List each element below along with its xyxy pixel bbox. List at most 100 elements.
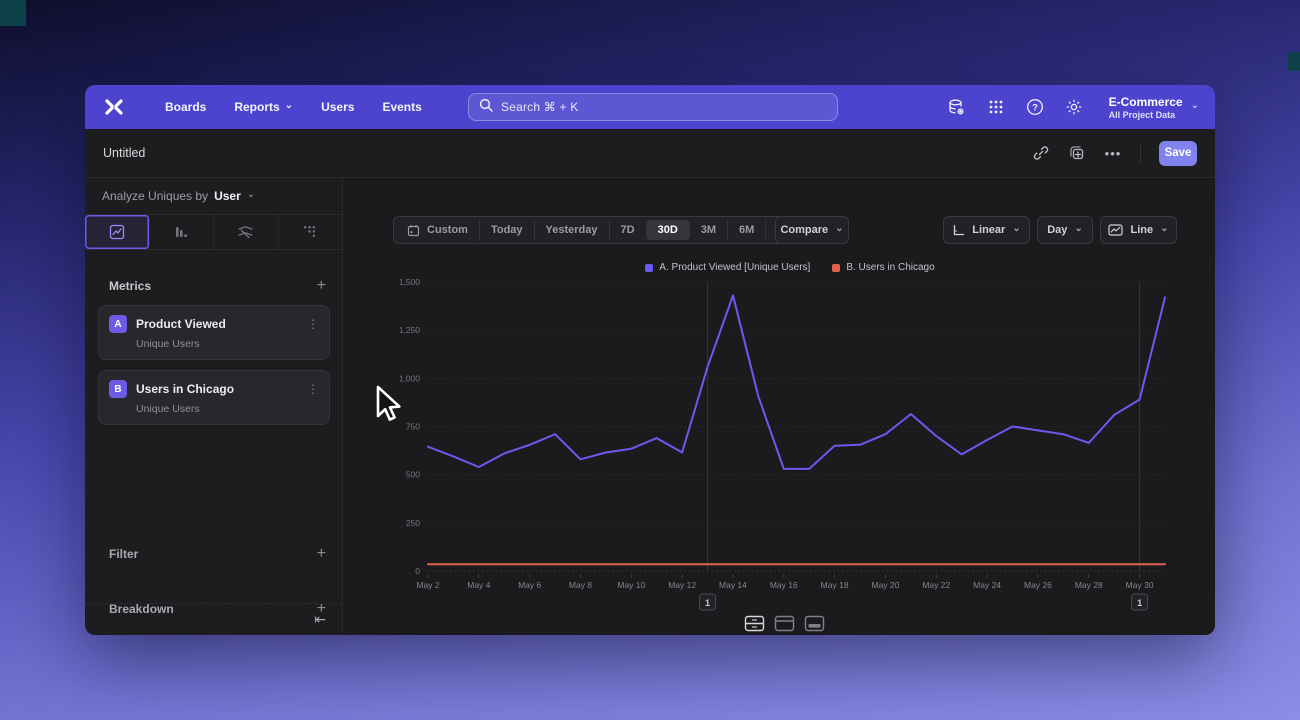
divider (1140, 143, 1141, 163)
analyze-value[interactable]: User (214, 189, 241, 203)
x-axis-tick-label: May 20 (872, 580, 900, 590)
metric-badge: A (109, 315, 127, 333)
sidebar-footer: ⇤ (85, 603, 342, 635)
chevron-down-icon: ⌄ (246, 189, 256, 200)
collapse-sidebar-icon[interactable]: ⇤ (314, 611, 326, 627)
annotation-badge[interactable]: 1 (1131, 593, 1149, 611)
chart-toolbar: CustomTodayYesterday7D30D3M6M12M Compare… (343, 216, 1215, 244)
line-chart-icon (1108, 224, 1124, 236)
date-range-control: CustomTodayYesterday7D30D3M6M12M (393, 216, 813, 244)
svg-text:1: 1 (1137, 598, 1143, 609)
x-axis-tick-label: May 28 (1075, 580, 1103, 590)
x-axis-tick-label: May 30 (1126, 580, 1154, 590)
y-axis-tick-label: 1,500 (400, 277, 420, 287)
analyze-prefix: Analyze Uniques by (102, 189, 209, 203)
top-nav: Boards Reports ⌄ Users Events Search ⌘ + K ? (85, 85, 1215, 129)
chevron-down-icon: ⌄ (1190, 100, 1199, 111)
filter-section-header: Filter + (109, 545, 326, 562)
nav-item-reports[interactable]: Reports ⌄ (234, 100, 294, 114)
nav-item-events[interactable]: Events (382, 100, 422, 114)
x-axis-tick-label: May 8 (569, 580, 592, 590)
metric-card-b[interactable]: B Users in Chicago ⋮ Unique Users (98, 370, 330, 425)
metric-badge: B (109, 380, 127, 398)
project-selector[interactable]: E-Commerce All Project Data ⌄ (1109, 95, 1199, 120)
range-30d[interactable]: 30D (646, 220, 690, 240)
range-6m[interactable]: 6M (728, 220, 767, 240)
y-axis-tick-label: 0 (415, 566, 420, 576)
legend-swatch (645, 263, 654, 272)
x-axis-tick-label: May 24 (973, 580, 1001, 590)
metric-subtitle: Unique Users (136, 338, 200, 350)
tab-flows[interactable] (214, 215, 279, 249)
x-axis-tick-label: May 14 (719, 580, 747, 590)
range-custom[interactable]: Custom (396, 219, 480, 241)
chart-type-select[interactable]: Line ⌄ (1100, 216, 1177, 244)
x-axis-tick-label: May 12 (668, 580, 696, 590)
layout-table-view-button[interactable] (804, 615, 825, 635)
series-line[interactable] (427, 294, 1166, 470)
metric-name: Users in Chicago (136, 382, 235, 396)
range-3m[interactable]: 3M (690, 220, 729, 240)
report-title[interactable]: Untitled (103, 146, 146, 160)
metric-card-a[interactable]: A Product Viewed ⋮ Unique Users (98, 305, 330, 360)
metrics-section-header: Metrics + (109, 277, 326, 294)
chart-legend: A. Product Viewed [Unique Users] B. Users… (400, 262, 1180, 273)
mixpanel-logo-icon[interactable] (101, 95, 127, 119)
apps-grid-icon[interactable] (986, 97, 1006, 117)
line-chart[interactable]: 0 250 500 750 1,000 1,250 1,500 May 2 May 4 May 6… (399, 276, 1180, 616)
tab-insights[interactable] (85, 215, 150, 249)
nav-item-users[interactable]: Users (321, 100, 355, 114)
kebab-menu-icon[interactable]: ⋮ (307, 317, 319, 331)
share-link-icon[interactable] (1032, 144, 1050, 162)
more-options-icon[interactable]: ••• (1104, 145, 1122, 161)
metric-name: Product Viewed (136, 317, 226, 331)
x-axis-tick-label: May 16 (770, 580, 798, 590)
y-axis-tick-label: 750 (406, 422, 420, 432)
y-axis-tick-label: 250 (406, 518, 420, 528)
settings-gear-icon[interactable] (1064, 97, 1084, 117)
breakdown-section-header: Breakdown + (109, 600, 326, 617)
layout-chart-view-button[interactable] (774, 615, 795, 635)
search-input[interactable]: Search ⌘ + K (468, 93, 838, 121)
legend-item[interactable]: A. Product Viewed [Unique Users] (645, 262, 810, 273)
x-axis-tick-label: May 26 (1024, 580, 1052, 590)
scale-select[interactable]: Linear ⌄ (943, 216, 1030, 244)
svg-text:?: ? (1032, 102, 1038, 113)
compare-button[interactable]: Compare ⌄ (775, 216, 849, 244)
save-button[interactable]: Save (1159, 140, 1197, 166)
data-management-icon[interactable] (947, 97, 967, 117)
x-axis-tick-label: May 6 (518, 580, 541, 590)
layout-split-view-button[interactable] (744, 615, 765, 635)
add-filter-button[interactable]: + (316, 545, 326, 562)
analyze-by-row[interactable]: Analyze Uniques by User ⌄ (85, 178, 342, 215)
edge-artifact (1288, 52, 1300, 71)
project-subtitle: All Project Data (1108, 109, 1176, 120)
axis-scale-icon (952, 224, 965, 237)
annotation-badge[interactable]: 1 (699, 593, 717, 611)
nav-item-boards[interactable]: Boards (165, 100, 207, 114)
tab-retention[interactable] (279, 215, 343, 249)
tab-funnels[interactable] (150, 215, 214, 249)
y-axis-tick-label: 500 (406, 470, 420, 480)
range-today[interactable]: Today (480, 220, 535, 240)
add-breakdown-button[interactable]: + (316, 600, 326, 617)
search-icon (479, 98, 493, 117)
chart-panel: CustomTodayYesterday7D30D3M6M12M Compare… (343, 178, 1215, 635)
x-axis-tick-label: May 22 (922, 580, 950, 590)
x-axis-tick-label: May 2 (416, 580, 439, 590)
chevron-down-icon: ⌄ (284, 100, 294, 111)
app-window: Boards Reports ⌄ Users Events Search ⌘ + K ? (85, 85, 1215, 635)
search-placeholder: Search ⌘ + K (501, 100, 579, 114)
kebab-menu-icon[interactable]: ⋮ (307, 382, 319, 396)
y-axis-tick-label: 1,250 (400, 325, 420, 335)
legend-item[interactable]: B. Users in Chicago (832, 262, 935, 273)
x-axis-tick-label: May 4 (467, 580, 490, 590)
range-yesterday[interactable]: Yesterday (535, 220, 610, 240)
add-metric-button[interactable]: + (316, 277, 326, 294)
duplicate-icon[interactable] (1068, 144, 1086, 162)
interval-select[interactable]: Day ⌄ (1037, 216, 1093, 244)
corner-artifact (0, 0, 26, 26)
help-icon[interactable]: ? (1025, 97, 1045, 117)
range-7d[interactable]: 7D (610, 220, 647, 240)
